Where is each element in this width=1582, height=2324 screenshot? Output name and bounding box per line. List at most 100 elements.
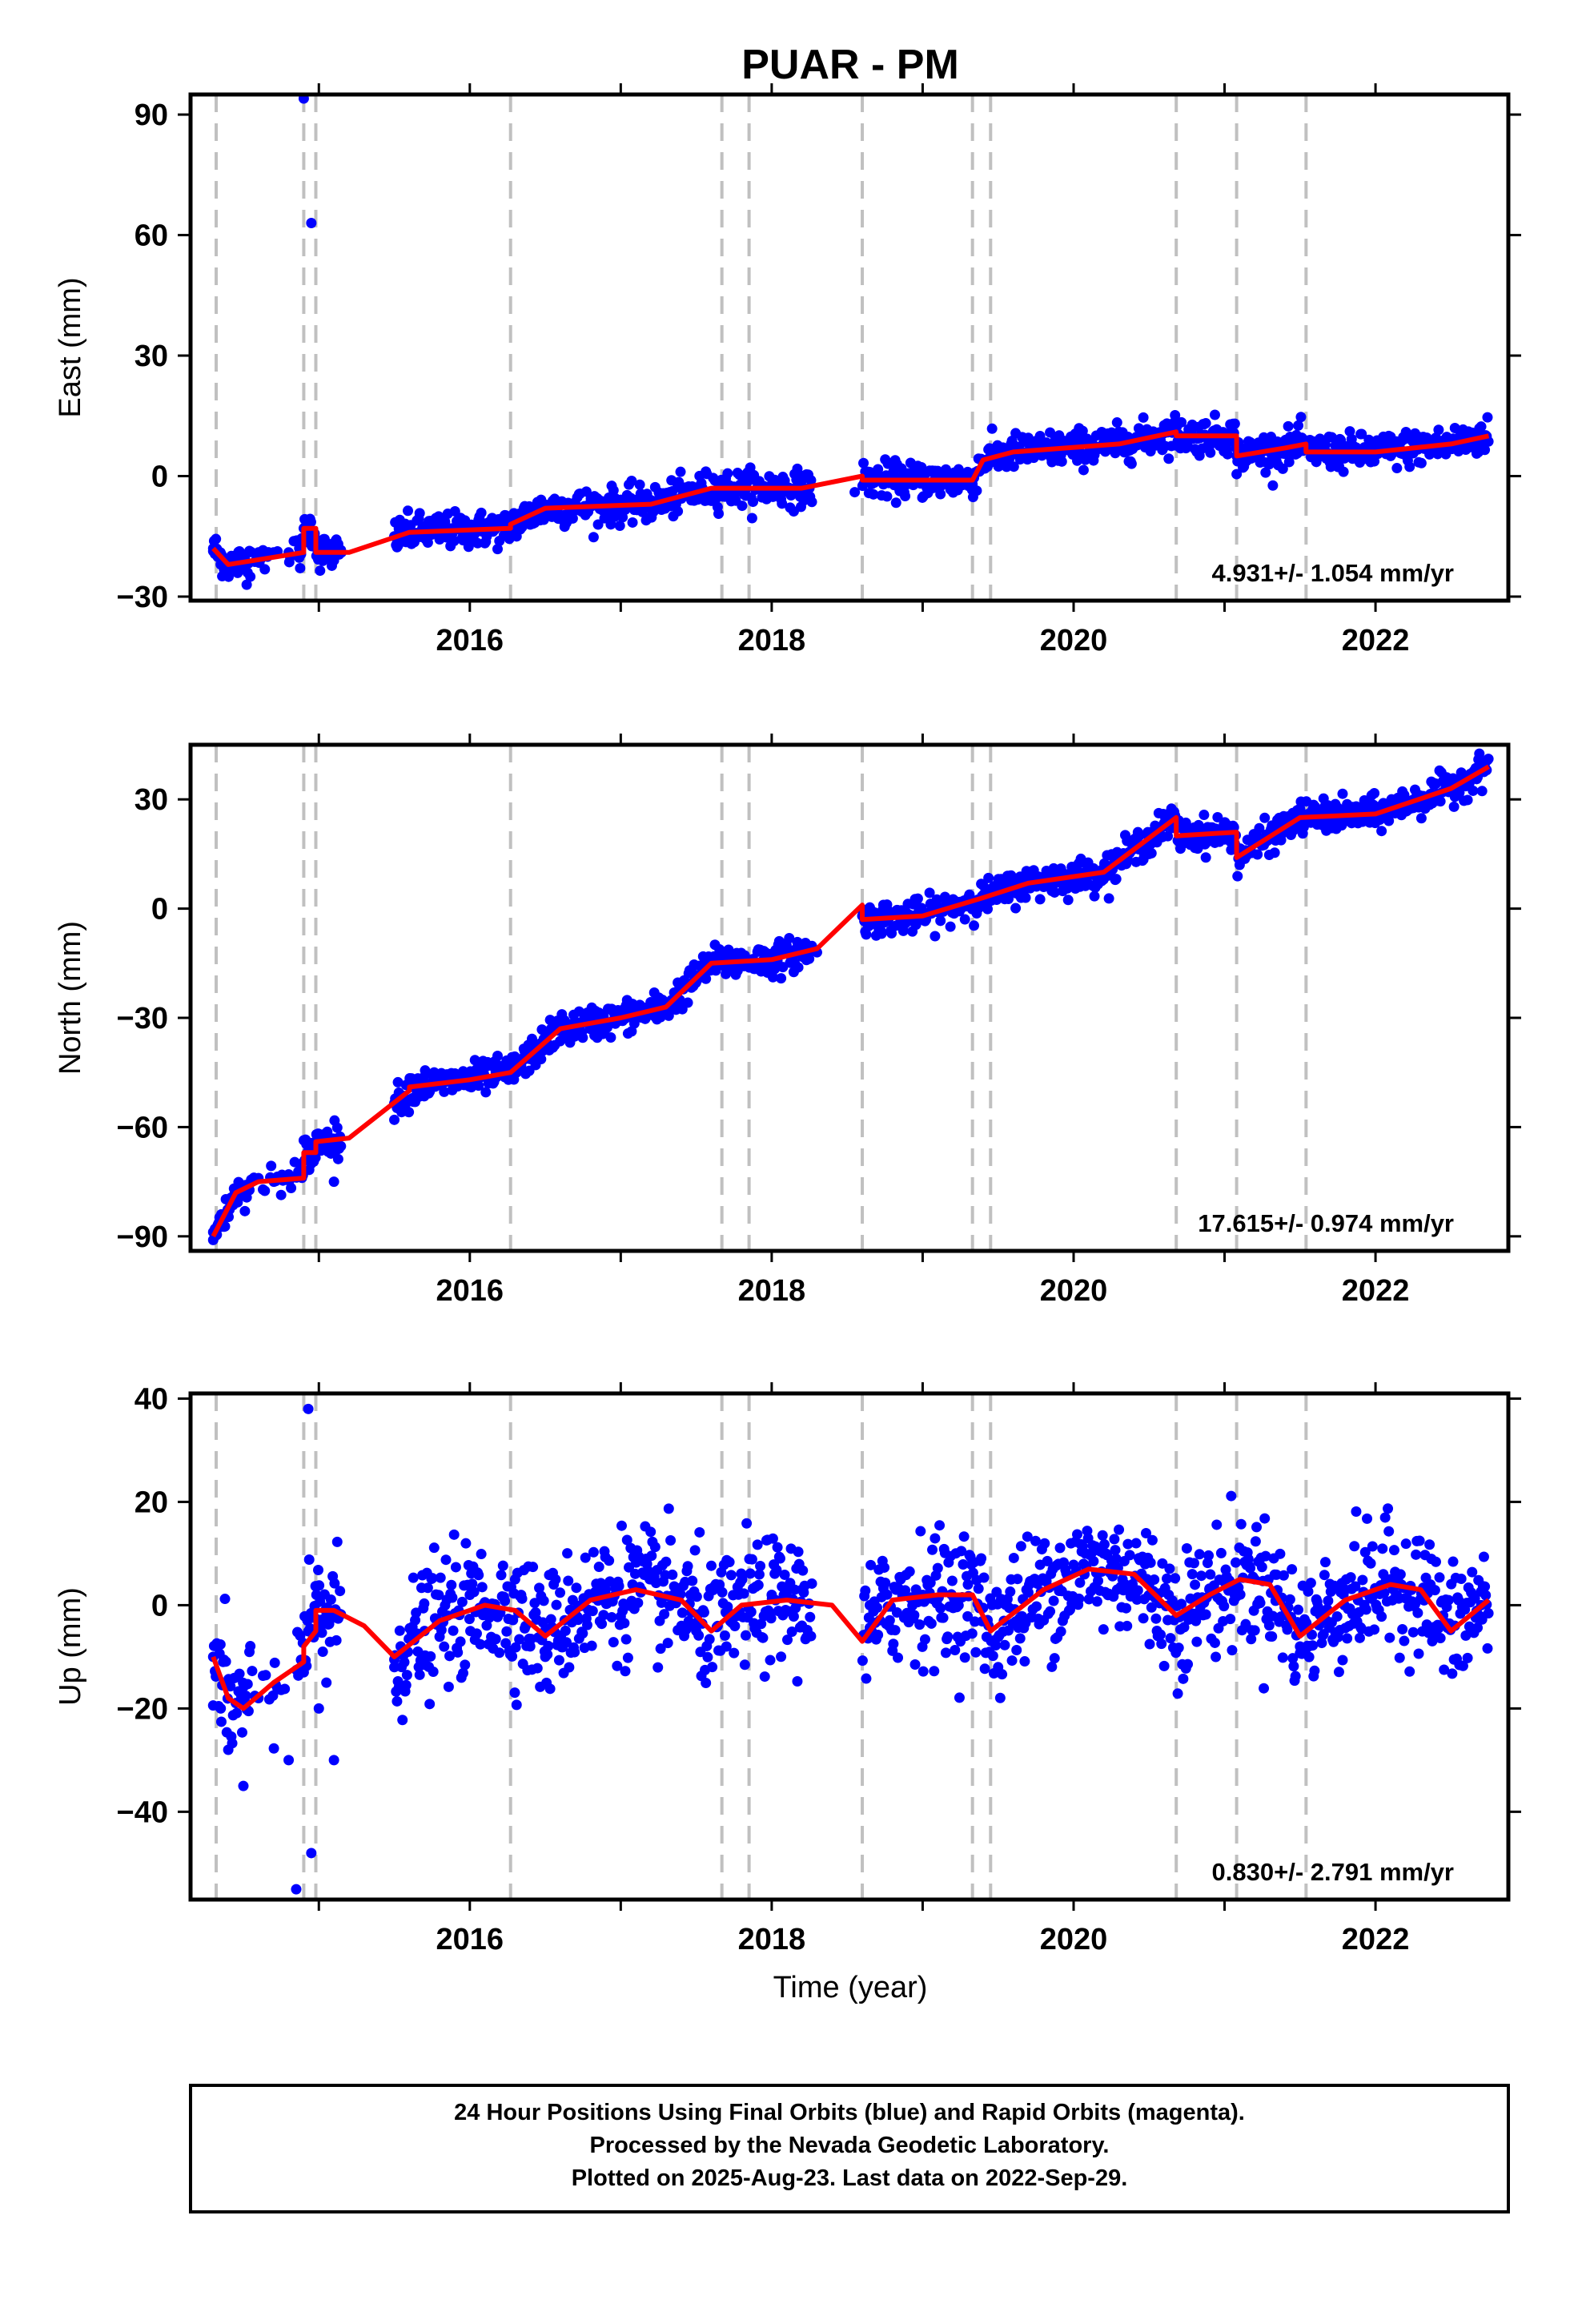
data-point: [448, 1625, 459, 1636]
data-point: [925, 1577, 936, 1588]
data-point: [938, 1612, 949, 1623]
data-point: [1397, 1623, 1408, 1634]
data-point: [473, 1080, 484, 1092]
footer-line-2: Processed by the Nevada Geodetic Laborat…: [590, 2133, 1110, 2158]
data-point: [1384, 1632, 1395, 1643]
data-point: [266, 1160, 277, 1172]
data-point: [238, 551, 249, 562]
data-point: [737, 501, 748, 512]
data-point: [1143, 848, 1154, 859]
data-point: [753, 1579, 764, 1590]
data-point: [240, 1690, 251, 1701]
data-point: [456, 1596, 468, 1607]
data-point: [1122, 1538, 1134, 1550]
data-point: [514, 1634, 525, 1645]
data-point: [880, 1577, 891, 1588]
x-tick-label: 2016: [436, 1923, 504, 1956]
data-point: [765, 1613, 777, 1624]
data-point: [739, 1659, 750, 1671]
data-point: [223, 571, 235, 582]
data-point: [1225, 1614, 1236, 1625]
data-point: [1078, 464, 1089, 476]
data-point: [705, 1560, 717, 1571]
data-point: [857, 1655, 868, 1667]
footer-line-3: Plotted on 2025-Aug-23. Last data on 202…: [572, 2165, 1128, 2191]
data-point: [970, 1647, 982, 1658]
data-point: [303, 1554, 315, 1566]
data-point: [1439, 1664, 1450, 1675]
data-point: [1005, 1586, 1016, 1598]
data-point: [508, 1614, 519, 1626]
data-point: [1097, 1530, 1108, 1541]
data-point: [1042, 1555, 1053, 1566]
data-point: [1138, 1613, 1149, 1624]
data-point: [450, 1562, 461, 1573]
data-point: [893, 1652, 904, 1663]
data-point: [889, 1625, 901, 1636]
data-point: [473, 1570, 484, 1581]
data-point: [1049, 1653, 1060, 1664]
data-point: [510, 1642, 521, 1653]
data-point: [494, 1647, 505, 1659]
data-point: [472, 537, 484, 549]
data-point: [673, 505, 684, 517]
data-point: [1109, 1534, 1120, 1545]
data-point: [1157, 1558, 1168, 1569]
data-point: [1259, 1683, 1270, 1694]
data-point: [986, 423, 998, 434]
x-tick-label: 2016: [436, 624, 504, 657]
data-point: [1256, 1562, 1267, 1573]
data-point: [1333, 1667, 1344, 1678]
data-point: [1415, 457, 1427, 468]
data-point: [1083, 1594, 1094, 1605]
data-point: [1072, 1529, 1083, 1540]
data-point: [596, 1618, 608, 1630]
data-point: [1144, 1638, 1155, 1650]
data-point: [793, 1546, 804, 1558]
data-point: [1188, 1558, 1199, 1569]
data-point: [987, 1651, 998, 1662]
data-point: [1231, 468, 1243, 480]
data-point: [1163, 453, 1174, 464]
data-point: [1031, 1601, 1042, 1612]
data-point: [567, 1594, 578, 1606]
data-point: [1010, 903, 1022, 914]
up-model-line: [211, 1566, 1491, 1711]
data-point: [694, 1526, 705, 1538]
data-point: [954, 1692, 965, 1703]
data-point: [745, 1568, 756, 1579]
data-point: [1365, 1558, 1376, 1569]
data-point: [777, 1581, 788, 1592]
data-point: [966, 1628, 978, 1639]
data-point: [545, 1614, 556, 1625]
footer-box: [189, 2084, 1510, 2213]
data-point: [1277, 1652, 1288, 1663]
x-tick-label: 2018: [738, 1923, 806, 1956]
data-point: [587, 1606, 598, 1617]
data-point: [649, 1542, 661, 1553]
data-point: [475, 1638, 486, 1650]
data-point: [490, 1634, 501, 1645]
data-point: [1062, 895, 1074, 906]
data-point: [291, 1884, 302, 1895]
data-point: [1164, 1563, 1175, 1574]
data-point: [789, 1584, 801, 1595]
data-point: [932, 1562, 943, 1574]
data-point: [1472, 1622, 1484, 1634]
data-point: [1034, 894, 1046, 905]
data-point: [766, 1590, 777, 1601]
data-point: [253, 547, 264, 558]
data-point: [560, 1625, 571, 1636]
data-point: [924, 887, 935, 899]
data-point: [1200, 852, 1211, 863]
data-point: [1195, 1570, 1207, 1582]
data-point: [1260, 467, 1271, 478]
chart-title: PUAR - PM: [741, 42, 959, 88]
data-point: [540, 1651, 551, 1663]
data-point: [555, 1587, 566, 1598]
data-point: [1255, 1598, 1266, 1609]
data-point: [1356, 428, 1367, 440]
up-plot-area: [207, 1393, 1494, 1900]
data-point: [771, 1564, 782, 1575]
data-point: [919, 1634, 930, 1645]
